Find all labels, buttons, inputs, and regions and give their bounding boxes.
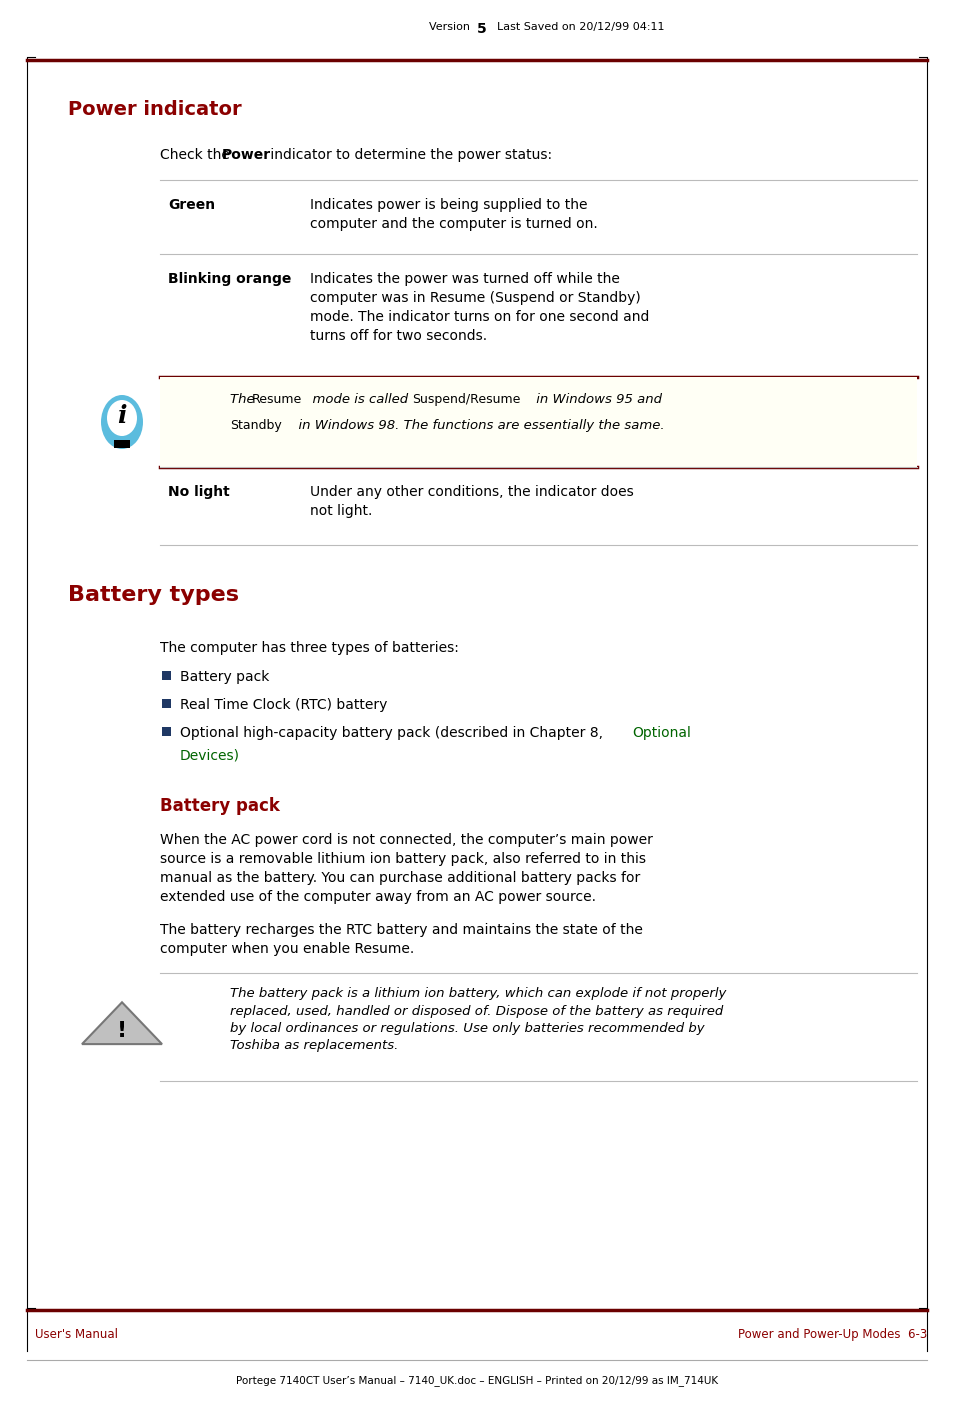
Text: in Windows 95 and: in Windows 95 and <box>532 393 661 406</box>
Text: Standby: Standby <box>230 418 281 433</box>
Text: Indicates the power was turned off while the
computer was in Resume (Suspend or : Indicates the power was turned off while… <box>310 272 649 342</box>
Text: When the AC power cord is not connected, the computer’s main power
source is a r: When the AC power cord is not connected,… <box>160 833 652 903</box>
Text: Last Saved on 20/12/99 04:11: Last Saved on 20/12/99 04:11 <box>490 23 664 32</box>
Text: The battery recharges the RTC battery and maintains the state of the
computer wh: The battery recharges the RTC battery an… <box>160 923 642 955</box>
Text: Under any other conditions, the indicator does
not light.: Under any other conditions, the indicato… <box>310 485 633 519</box>
Text: Devices): Devices) <box>180 750 240 764</box>
Bar <box>162 727 171 735</box>
Text: Battery pack: Battery pack <box>180 671 269 683</box>
Text: Check the: Check the <box>160 148 234 162</box>
Polygon shape <box>82 1002 162 1044</box>
Text: Battery pack: Battery pack <box>160 797 279 814</box>
Text: No light: No light <box>168 485 230 499</box>
Bar <box>162 699 171 707</box>
Text: Version: Version <box>429 23 476 32</box>
Text: indicator to determine the power status:: indicator to determine the power status: <box>266 148 552 162</box>
Text: The battery pack is a lithium ion battery, which can explode if not properly
rep: The battery pack is a lithium ion batter… <box>230 986 725 1053</box>
Bar <box>160 378 916 466</box>
Text: Optional high-capacity battery pack (described in Chapter 8,: Optional high-capacity battery pack (des… <box>180 726 607 740</box>
Text: Suspend/Resume: Suspend/Resume <box>412 393 519 406</box>
Text: Power: Power <box>222 148 271 162</box>
Ellipse shape <box>101 395 143 449</box>
Text: Indicates power is being supplied to the
computer and the computer is turned on.: Indicates power is being supplied to the… <box>310 199 598 231</box>
Text: !: ! <box>117 1022 127 1041</box>
Bar <box>162 671 171 681</box>
Text: Real Time Clock (RTC) battery: Real Time Clock (RTC) battery <box>180 697 387 712</box>
Text: 5: 5 <box>476 23 486 37</box>
Text: Blinking orange: Blinking orange <box>168 272 291 286</box>
Ellipse shape <box>107 400 137 435</box>
Text: The computer has three types of batteries:: The computer has three types of batterie… <box>160 641 458 655</box>
Text: Power and Power-Up Modes  6-3: Power and Power-Up Modes 6-3 <box>737 1329 926 1341</box>
Text: User's Manual: User's Manual <box>35 1329 118 1341</box>
Text: Portege 7140CT User’s Manual – 7140_UK.doc – ENGLISH – Printed on 20/12/99 as IM: Portege 7140CT User’s Manual – 7140_UK.d… <box>235 1375 718 1386</box>
Text: i: i <box>117 404 127 428</box>
Text: Green: Green <box>168 199 214 211</box>
Text: Power indicator: Power indicator <box>68 100 241 118</box>
Text: The: The <box>230 393 258 406</box>
Text: Resume: Resume <box>252 393 302 406</box>
Text: Battery types: Battery types <box>68 585 239 604</box>
Text: Optional: Optional <box>631 726 690 740</box>
Bar <box>113 440 130 448</box>
Text: in Windows 98. The functions are essentially the same.: in Windows 98. The functions are essenti… <box>290 418 664 433</box>
Text: mode is called: mode is called <box>304 393 412 406</box>
